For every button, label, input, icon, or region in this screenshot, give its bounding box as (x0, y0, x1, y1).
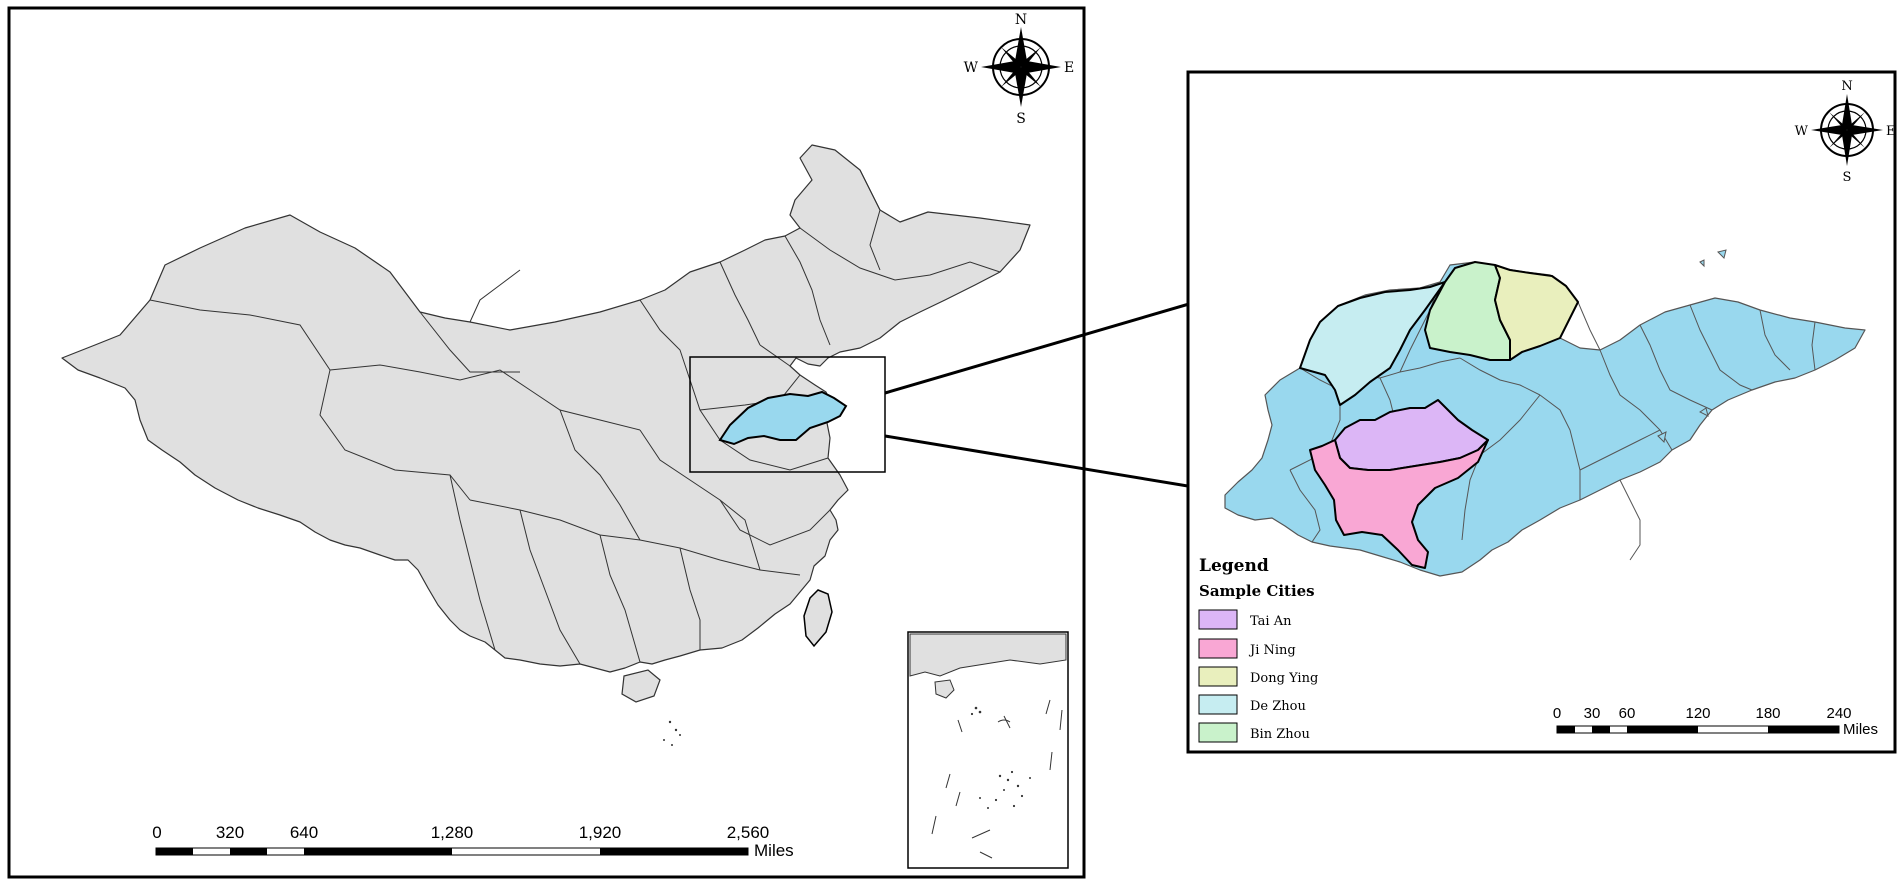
scale-tick-2560: 2,560 (727, 823, 770, 842)
compass-n-label: N (1015, 12, 1027, 28)
inset-compass-e-label: E (1886, 124, 1896, 139)
south-sea-islets (663, 720, 681, 746)
legend-label-dong-ying: Dong Ying (1250, 671, 1318, 686)
legend-swatch-bin-zhou (1198, 722, 1238, 743)
ji-ning-region (1309, 439, 1489, 569)
legend-swatch-dong-ying (1198, 666, 1238, 687)
china-landmass (61, 144, 1031, 673)
inset-scale-tick-30: 30 (1584, 705, 1601, 722)
legend-label-bin-zhou: Bin Zhou (1250, 727, 1310, 742)
connector-line-top (884, 290, 1231, 395)
inset-scale-tick-60: 60 (1619, 705, 1636, 722)
south-china-sea-inset (907, 631, 1069, 869)
legend-swatch-tai-an (1198, 609, 1238, 630)
scale-tick-640: 640 (290, 823, 318, 842)
compass-s-label: S (1016, 111, 1026, 127)
legend-title: Legend (1199, 556, 1269, 576)
scale-unit: Miles (754, 841, 794, 860)
legend-item-dong-ying: Dong Ying (1198, 666, 1318, 687)
legend-swatch-ji-ning (1198, 638, 1238, 659)
scale-tick-1280: 1,280 (431, 823, 474, 842)
legend: Legend Sample Cities Tai An Ji Ning Dong… (1198, 556, 1318, 743)
shandong-highlight (718, 390, 848, 446)
connector-line-bottom (884, 434, 1225, 494)
legend-label-de-zhou: De Zhou (1250, 699, 1306, 714)
inset-scale-tick-120: 120 (1685, 705, 1710, 722)
province-boundaries (149, 169, 1001, 665)
taiwan-island (803, 589, 833, 648)
compass-w-label: W (964, 60, 979, 76)
compass-e-label: E (1064, 60, 1074, 76)
inset-scale-unit: Miles (1843, 721, 1878, 738)
main-scale-bar: 0 320 640 1,280 1,920 2,560 Miles (152, 823, 793, 860)
legend-item-bin-zhou: Bin Zhou (1198, 722, 1310, 743)
legend-item-de-zhou: De Zhou (1198, 694, 1306, 715)
hainan-island (621, 669, 661, 703)
inset-scale-tick-180: 180 (1755, 705, 1780, 722)
legend-item-tai-an: Tai An (1198, 609, 1292, 630)
legend-label-ji-ning: Ji Ning (1248, 643, 1296, 658)
scale-tick-1920: 1,920 (579, 823, 622, 842)
inset-compass-s-label: S (1843, 170, 1852, 185)
main-compass: N S E W (964, 12, 1075, 127)
inset-scale-tick-240: 240 (1826, 705, 1851, 722)
scale-tick-0: 0 (152, 823, 161, 842)
inset-scale-bar: 0 30 60 120 180 240 Miles (1553, 705, 1878, 738)
legend-swatch-de-zhou (1198, 694, 1238, 715)
legend-label-tai-an: Tai An (1250, 614, 1292, 629)
study-area-box (689, 356, 886, 473)
legend-item-ji-ning: Ji Ning (1198, 638, 1296, 659)
inset-compass: N S E W (1795, 79, 1896, 185)
legend-subtitle: Sample Cities (1199, 582, 1315, 600)
dong-ying-region (1494, 264, 1579, 361)
coastal-islets (1657, 249, 1727, 444)
inset-compass-w-label: W (1795, 124, 1809, 139)
de-zhou-region (1299, 281, 1446, 406)
scale-tick-320: 320 (216, 823, 244, 842)
inset-compass-n-label: N (1841, 79, 1852, 94)
inset-scale-tick-0: 0 (1553, 705, 1561, 722)
